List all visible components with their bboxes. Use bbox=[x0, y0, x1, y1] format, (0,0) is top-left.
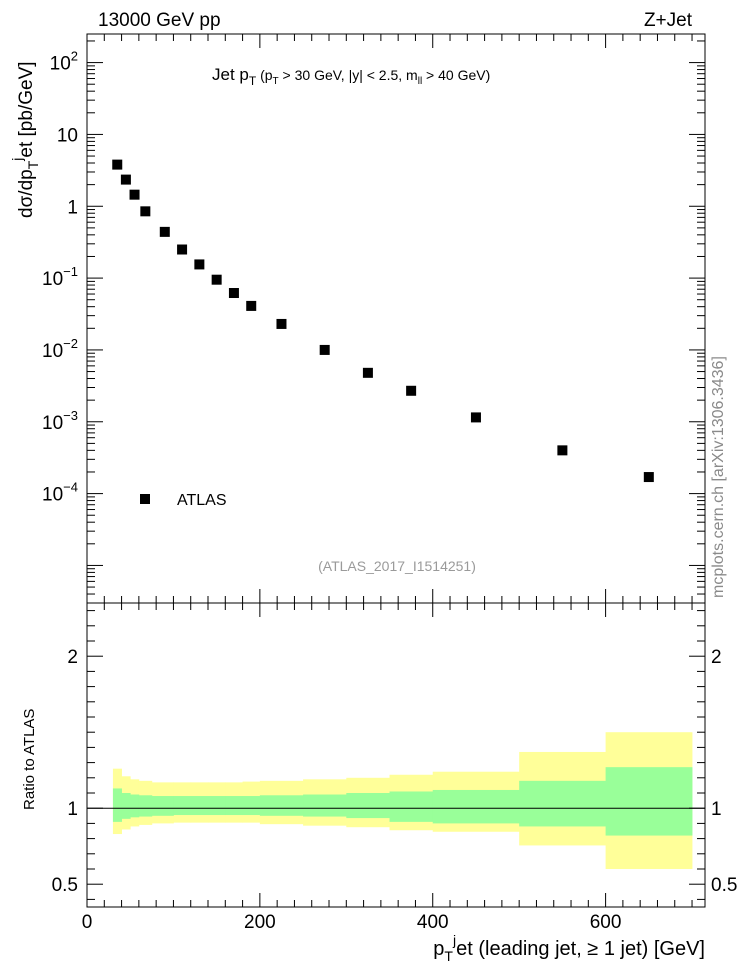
y-tick-label-2: 1 bbox=[67, 197, 78, 218]
y-tick-label-5: 10−3 bbox=[42, 408, 78, 434]
legend-marker bbox=[140, 494, 150, 504]
y-tick-label-6: 10−4 bbox=[42, 480, 78, 506]
x-tick-label-2: 400 bbox=[417, 912, 449, 933]
ratio-y-tick-label-left-2: 2 bbox=[67, 647, 78, 668]
stat-band-bin-0 bbox=[112, 788, 122, 822]
ratio-y-tick-label-right-2: 2 bbox=[711, 647, 722, 668]
stat-band-bin-6 bbox=[190, 796, 209, 816]
x-tick-label-3: 600 bbox=[590, 912, 622, 933]
data-point-0 bbox=[112, 159, 123, 170]
stat-band-bin-10 bbox=[259, 795, 304, 816]
ratio-frame bbox=[86, 602, 706, 908]
ratio-y-tick-label-left-0: 0.5 bbox=[52, 875, 78, 896]
legend-label: ATLAS bbox=[177, 492, 227, 509]
stat-band-bin-13 bbox=[389, 791, 434, 822]
data-point-4 bbox=[159, 226, 170, 237]
data-point-5 bbox=[177, 244, 188, 255]
stat-band-bin-15 bbox=[519, 780, 607, 827]
x-tick-label-1: 200 bbox=[244, 912, 276, 933]
main-panel-title: Jet pT (pT > 30 GeV, |y| < 2.5, mll > 40… bbox=[212, 65, 490, 88]
ratio-y-tick-label-right-0: 0.5 bbox=[711, 875, 737, 896]
stat-band-bin-4 bbox=[151, 796, 174, 816]
main-frame bbox=[86, 33, 706, 604]
stat-band-bin-9 bbox=[242, 796, 261, 816]
y-tick-label-0: 102 bbox=[50, 49, 78, 75]
y-tick-label-3: 10−1 bbox=[42, 264, 78, 290]
ratio-y-tick-label-right-1: 1 bbox=[711, 799, 722, 820]
stat-band-bin-1 bbox=[121, 793, 131, 819]
y-tick-label-4: 10−2 bbox=[42, 336, 78, 362]
process-label: Z+Jet bbox=[644, 10, 693, 31]
stat-band-bin-3 bbox=[138, 795, 153, 817]
stat-band-bin-7 bbox=[208, 796, 226, 816]
data-point-7 bbox=[211, 274, 222, 285]
analysis-id-annotation: (ATLAS_2017_I1514251) bbox=[318, 558, 476, 574]
stat-band-bin-14 bbox=[432, 789, 520, 824]
source-label: mcplots.cern.ch [arXiv:1306.3436] bbox=[710, 356, 727, 598]
x-tick-label-0: 0 bbox=[82, 912, 93, 933]
stat-band-bin-12 bbox=[346, 793, 390, 819]
data-point-15 bbox=[557, 445, 568, 456]
stat-band-bin-8 bbox=[225, 796, 243, 816]
ratio-panel: 0 200 400 600 0.5 0.5 1 1 2 2 bbox=[52, 602, 737, 933]
ratio-y-tick-label-left-1: 1 bbox=[67, 799, 78, 820]
stat-band-bin-11 bbox=[303, 794, 347, 817]
data-point-8 bbox=[228, 288, 239, 299]
ratio-y-axis-label: Ratio to ATLAS bbox=[21, 709, 38, 810]
stat-band-bin-16 bbox=[605, 767, 693, 836]
energy-label: 13000 GeV pp bbox=[98, 10, 221, 31]
data-point-2 bbox=[129, 189, 140, 200]
data-point-13 bbox=[406, 385, 417, 396]
data-point-11 bbox=[319, 344, 330, 355]
data-point-12 bbox=[362, 367, 373, 378]
x-axis-label: pTjet (leading jet, ≥ 1 jet) [GeV] bbox=[433, 932, 705, 964]
main-panel: 102 10 1 10−1 10−2 10−3 10−4 bbox=[42, 33, 706, 604]
stat-band-bin-5 bbox=[173, 796, 192, 816]
data-point-9 bbox=[246, 300, 257, 311]
data-point-16 bbox=[643, 472, 654, 483]
data-point-1 bbox=[120, 174, 131, 185]
data-point-3 bbox=[140, 206, 151, 217]
y-tick-label-1: 10 bbox=[57, 125, 78, 146]
data-point-14 bbox=[470, 412, 481, 423]
data-point-6 bbox=[194, 259, 205, 270]
stat-band-bin-2 bbox=[130, 794, 140, 818]
data-point-10 bbox=[276, 318, 287, 329]
main-y-axis-label: dσ/dpTjet [pb/GeV] bbox=[9, 61, 41, 218]
